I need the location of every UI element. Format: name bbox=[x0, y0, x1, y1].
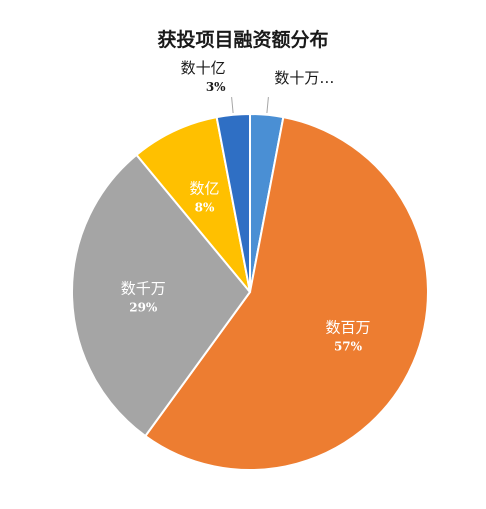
pie-slices bbox=[71, 112, 429, 471]
slice-percent-label: 29% bbox=[129, 300, 158, 314]
slice-name-label: 数千万 bbox=[121, 279, 166, 297]
pie-labels: 数十万… 数百万 57% 数千万 29% 数亿 8% 数十亿 3% bbox=[121, 59, 371, 353]
slice-percent-label: 8% bbox=[195, 200, 215, 214]
chart-title: 获投项目融资额分布 bbox=[157, 28, 328, 51]
leader-line-4 bbox=[231, 97, 234, 114]
slice-percent-label: 57% bbox=[334, 339, 363, 353]
slice-name-label: 数十万… bbox=[274, 69, 334, 87]
slice-name-label: 数百万 bbox=[325, 318, 370, 336]
pie-slice-4 bbox=[215, 112, 251, 293]
slice-name-label: 数十亿 bbox=[181, 59, 226, 77]
slice-name-label: 数亿 bbox=[189, 179, 219, 197]
leader-line-0 bbox=[266, 97, 269, 114]
pie-slice-1 bbox=[143, 115, 429, 471]
pie-slice-3 bbox=[135, 115, 251, 293]
pie-slice-2 bbox=[71, 153, 252, 438]
slice-percent-label: 3% bbox=[206, 80, 226, 94]
